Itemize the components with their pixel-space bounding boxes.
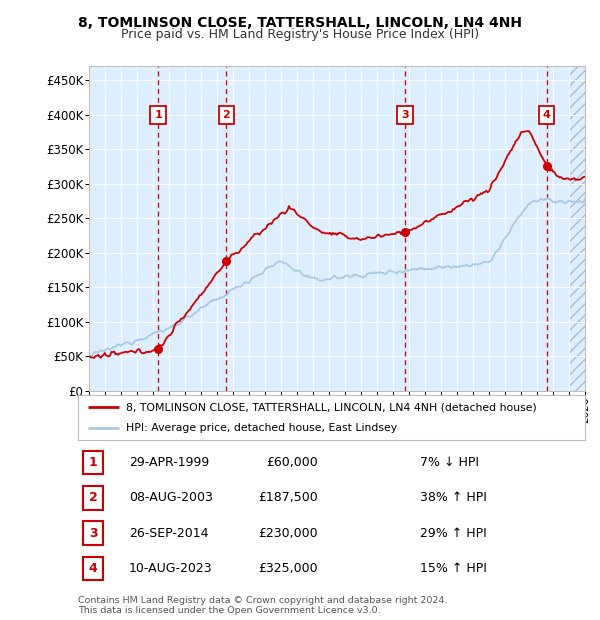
Text: HPI: Average price, detached house, East Lindsey: HPI: Average price, detached house, East… xyxy=(126,422,397,433)
Text: £230,000: £230,000 xyxy=(259,527,318,539)
Text: This data is licensed under the Open Government Licence v3.0.: This data is licensed under the Open Gov… xyxy=(78,606,380,615)
Text: 26-SEP-2014: 26-SEP-2014 xyxy=(129,527,209,539)
Text: 38% ↑ HPI: 38% ↑ HPI xyxy=(420,492,487,504)
Text: 1: 1 xyxy=(89,456,97,469)
Text: 4: 4 xyxy=(542,110,551,120)
Text: Contains HM Land Registry data © Crown copyright and database right 2024.: Contains HM Land Registry data © Crown c… xyxy=(78,596,448,605)
Text: 8, TOMLINSON CLOSE, TATTERSHALL, LINCOLN, LN4 4NH: 8, TOMLINSON CLOSE, TATTERSHALL, LINCOLN… xyxy=(78,16,522,30)
Bar xyxy=(569,66,585,391)
Text: 08-AUG-2003: 08-AUG-2003 xyxy=(129,492,213,504)
Text: £325,000: £325,000 xyxy=(259,562,318,575)
Text: 2: 2 xyxy=(223,110,230,120)
Text: £60,000: £60,000 xyxy=(266,456,318,469)
Text: 7% ↓ HPI: 7% ↓ HPI xyxy=(420,456,479,469)
Text: Price paid vs. HM Land Registry's House Price Index (HPI): Price paid vs. HM Land Registry's House … xyxy=(121,28,479,41)
Text: 4: 4 xyxy=(89,562,97,575)
Text: 3: 3 xyxy=(89,527,97,539)
Text: 3: 3 xyxy=(401,110,409,120)
Text: 2: 2 xyxy=(89,492,97,504)
Text: 1: 1 xyxy=(154,110,162,120)
Bar xyxy=(569,66,585,391)
Text: 15% ↑ HPI: 15% ↑ HPI xyxy=(420,562,487,575)
Text: 10-AUG-2023: 10-AUG-2023 xyxy=(129,562,212,575)
Text: 29% ↑ HPI: 29% ↑ HPI xyxy=(420,527,487,539)
Text: 29-APR-1999: 29-APR-1999 xyxy=(129,456,209,469)
Text: £187,500: £187,500 xyxy=(258,492,318,504)
Text: 8, TOMLINSON CLOSE, TATTERSHALL, LINCOLN, LN4 4NH (detached house): 8, TOMLINSON CLOSE, TATTERSHALL, LINCOLN… xyxy=(126,402,537,412)
